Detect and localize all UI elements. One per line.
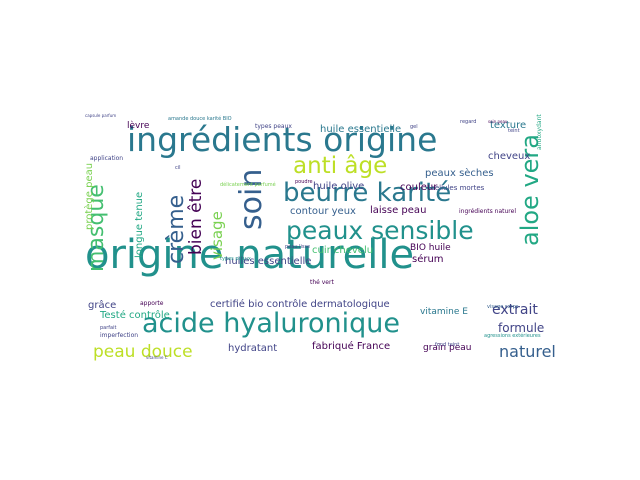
word-vitamine-c: vitamine C	[146, 355, 168, 360]
word-texture: texture	[490, 120, 527, 131]
word-cellules-mortes: cellules mortes	[431, 184, 485, 192]
word-cuir-chevelu: cuir chevelu	[312, 245, 374, 256]
word-huile-essentielle: huile essentielle	[320, 124, 402, 135]
word-cloud: origine naturelle ingrédients origine be…	[80, 110, 560, 370]
word-application: application	[90, 155, 124, 162]
word-soin-peau: soin peau	[488, 119, 508, 124]
word-hydratant: hydratant	[228, 343, 278, 354]
word-levre: lèvre	[127, 121, 150, 131]
word-certifie-bio: certifié bio contrôle dermatologique	[210, 299, 390, 310]
word-soin: soin	[234, 168, 269, 230]
word-poudre: poudre	[295, 179, 313, 185]
word-huile-olive: huile olive	[313, 181, 365, 192]
word-capsule-parfum: capsule parfum	[85, 113, 117, 118]
word-bio-huile: BIO huile	[410, 243, 451, 253]
word-cheveux: cheveux	[488, 151, 531, 162]
word-longue-tenue: longue tenue	[134, 191, 145, 258]
word-regard: regard	[460, 119, 477, 125]
word-formule: formule	[498, 321, 545, 335]
word-teste-controle: Testé contrôle	[100, 310, 170, 321]
word-the-vert: thé vert	[310, 279, 334, 286]
word-serum: sérum	[412, 254, 444, 265]
word-delicatement-parfume: délicatement parfumé	[220, 182, 276, 188]
word-fabrique-france: fabriqué France	[312, 341, 391, 352]
word-huiles-essentielle: huiles essentielle	[225, 256, 312, 267]
word-anti-age: anti âge	[293, 153, 388, 179]
word-acide-hyaluronique: acide hyaluronique	[142, 308, 400, 339]
word-grace: grâce	[88, 300, 117, 311]
word-peaux-seches: peaux sèches	[425, 168, 494, 179]
word-apporte: apporte	[140, 300, 164, 307]
word-gel: gel	[410, 124, 418, 130]
word-couleur: couleur	[400, 182, 438, 193]
word-amande-douce: amande douce karité BIO	[168, 116, 232, 122]
word-peaux-sensible: peaux sensible	[286, 216, 474, 245]
word-parfait: parfait	[100, 325, 117, 331]
word-extrait: extrait	[492, 302, 538, 318]
word-fond-teint: fond teint	[435, 342, 460, 348]
word-antioxydant: antioxydant	[536, 114, 543, 150]
word-cil: cil	[175, 165, 181, 171]
word-contour-yeux: contour yeux	[290, 206, 356, 217]
word-ingredients-origine: ingrédients origine	[127, 120, 438, 159]
word-origine-naturelle: origine naturelle	[85, 232, 415, 278]
word-vitamine-e: vitamine E	[420, 307, 468, 317]
word-ingredients-naturel: ingrédients naturel	[459, 208, 516, 215]
word-imperfection: imperfection	[100, 332, 139, 339]
word-creme: crème	[164, 194, 189, 264]
word-agressions-exterieures: agressions extérieures	[484, 333, 541, 339]
word-types-peaux: types peaux	[220, 256, 251, 262]
word-visage: visage	[208, 211, 226, 260]
word-bien-etre: bien être	[186, 178, 206, 255]
word-laisse-peau: laisse peau	[370, 205, 427, 216]
word-types-peaux-top: types peaux	[255, 123, 292, 130]
word-peau-douce: peau douce	[93, 342, 193, 362]
word-peau-lisse: peau lisse	[285, 244, 311, 250]
word-grain-peau: grain peau	[423, 343, 472, 353]
word-teint: teint	[508, 128, 520, 134]
word-naturel: naturel	[499, 342, 556, 361]
word-protege-peau: protège peau	[84, 162, 95, 230]
word-beurre-karite: beurre karité	[283, 178, 452, 208]
word-visage-corps: visage corps	[487, 304, 519, 310]
